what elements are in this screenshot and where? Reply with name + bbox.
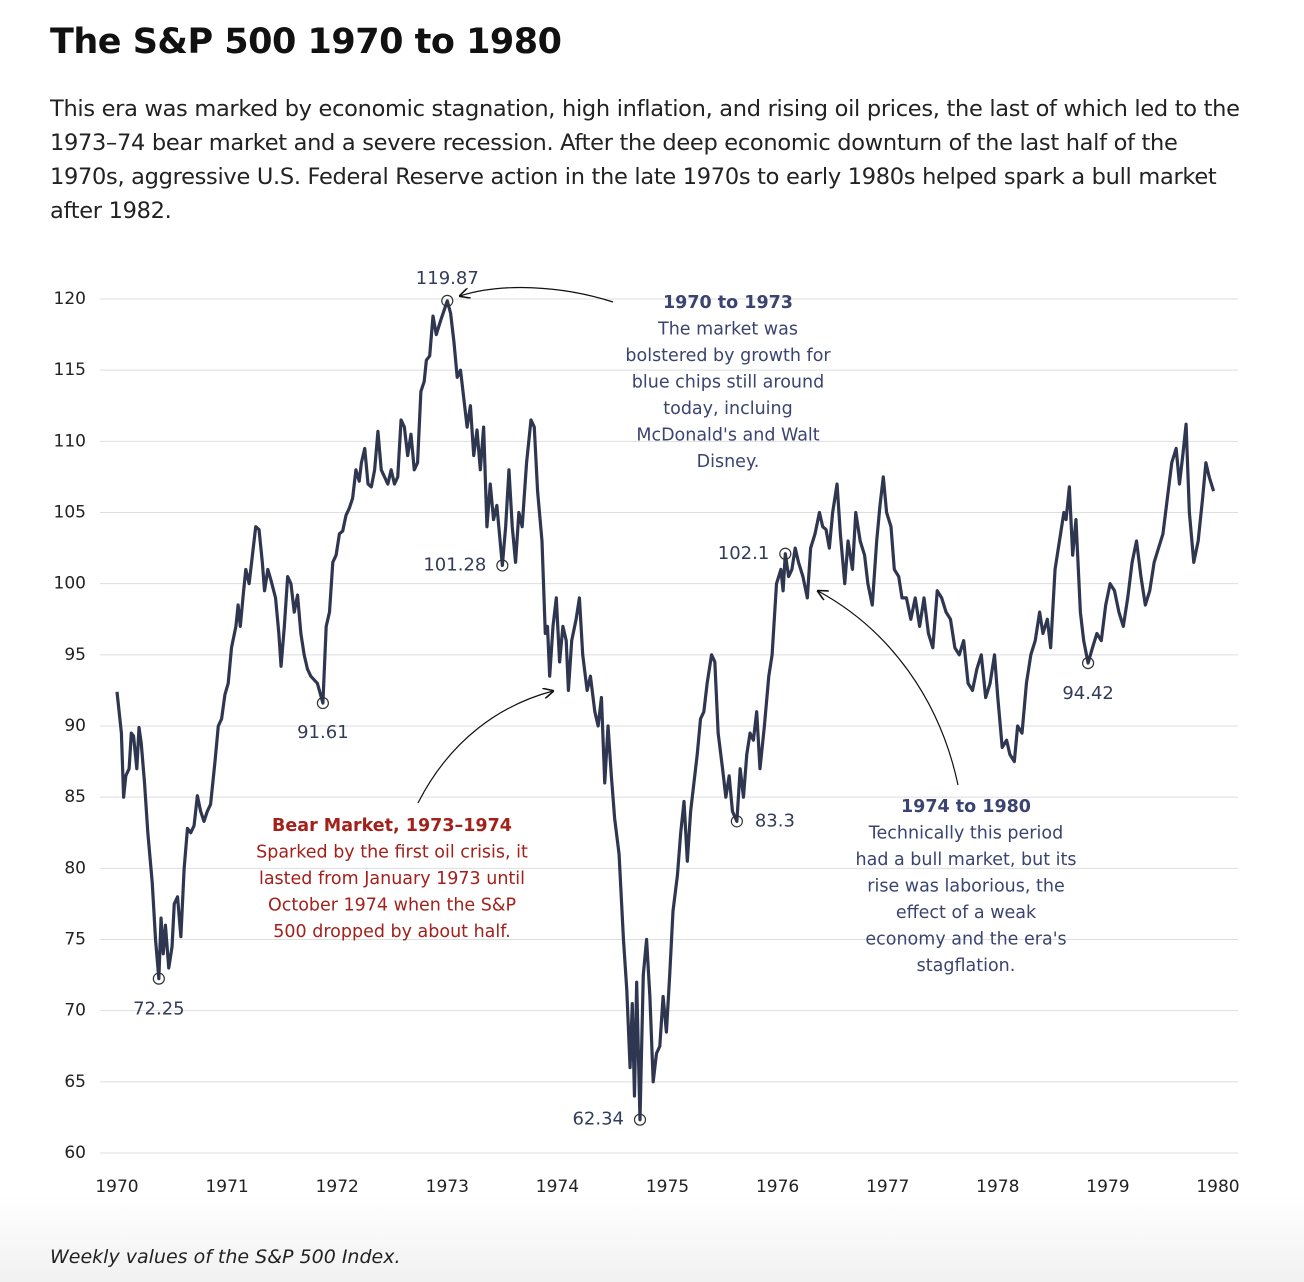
- chart-title: The S&P 500 1970 to 1980: [50, 22, 562, 62]
- x-tick-label: 1974: [536, 1177, 579, 1195]
- y-tick-label: 85: [64, 787, 86, 807]
- annotation-text: The market was: [657, 320, 798, 340]
- point-marker: [496, 559, 509, 572]
- point-marker: [152, 972, 165, 985]
- annotation-title: 1970 to 1973: [663, 293, 793, 313]
- point-marker: [441, 294, 454, 307]
- chart: 60 65 70 75 80 85 90 95 100 105 110 115 120 1970 1971 1…: [54, 268, 1240, 1195]
- y-tick-label: 80: [64, 858, 86, 878]
- annotation-text: Technically this period: [868, 824, 1063, 844]
- y-tick-label: 70: [64, 1001, 86, 1021]
- annotation-text: stagflation.: [917, 956, 1016, 976]
- x-tick-label: 1978: [976, 1177, 1019, 1195]
- x-tick-label: 1975: [646, 1177, 689, 1195]
- annotation-title: Bear Market, 1973–1974: [272, 816, 512, 836]
- x-tick-label: 1977: [866, 1177, 909, 1195]
- point-marker: [633, 1113, 647, 1126]
- annotation-arrow: [460, 286, 614, 303]
- y-tick-label: 60: [64, 1143, 86, 1163]
- annotation-text: bolstered by growth for: [625, 346, 831, 366]
- annotation-title: 1974 to 1980: [901, 797, 1031, 817]
- annotation-arrow: [818, 591, 959, 786]
- y-tick-label: 95: [64, 645, 86, 665]
- footnote: Weekly values of the S&P 500 Index.: [50, 1246, 401, 1268]
- price-line: [115, 299, 1216, 1122]
- point-marker: [316, 696, 329, 710]
- x-tick-label: 1979: [1086, 1177, 1129, 1195]
- annotation-text: economy and the era's: [865, 930, 1066, 950]
- annotation-text: October 1974 when the S&P: [268, 896, 516, 916]
- point-marker: [730, 815, 743, 828]
- annotation-text: Sparked by the first oil crisis, it: [256, 843, 528, 863]
- y-tick-label: 120: [54, 289, 86, 309]
- footer-background: [0, 1195, 1304, 1282]
- y-tick-label: 75: [64, 930, 86, 950]
- y-tick-label: 115: [54, 360, 86, 380]
- y-tick-label: 105: [54, 503, 86, 523]
- chart-subtitle: This era was marked by economic stagnati…: [50, 96, 1240, 224]
- annotation-text: McDonald's and Walt: [636, 426, 819, 446]
- annotation-text: 500 dropped by about half.: [273, 922, 510, 942]
- y-tick-label: 90: [64, 716, 86, 736]
- annotation-text: effect of a weak: [896, 903, 1037, 923]
- annotation-text: rise was laborious, the: [867, 877, 1064, 897]
- point-marker: [1081, 656, 1095, 670]
- point-label: 72.25: [133, 999, 185, 1020]
- y-tick-label: 100: [54, 574, 86, 594]
- y-tick-label: 65: [64, 1072, 86, 1092]
- x-tick-label: 1976: [756, 1177, 799, 1195]
- x-tick-label: 1971: [205, 1177, 248, 1195]
- point-marker: [779, 547, 792, 560]
- x-tick-label: 1973: [426, 1177, 469, 1195]
- annotation-text: today, incluing: [663, 399, 792, 419]
- point-label: 101.28: [423, 554, 486, 575]
- point-label: 91.61: [297, 722, 349, 743]
- x-tick-label: 1972: [316, 1177, 359, 1195]
- annotation-arrow: [417, 691, 553, 804]
- point-label: 94.42: [1062, 683, 1114, 704]
- point-label: 62.34: [572, 1109, 624, 1130]
- y-tick-label: 110: [54, 431, 86, 451]
- x-tick-label: 1970: [95, 1177, 138, 1195]
- annotation-text: blue chips still around: [632, 373, 824, 393]
- point-label: 102.1: [718, 543, 770, 564]
- annotation-text: had a bull market, but its: [856, 850, 1077, 870]
- annotation-text: Disney.: [697, 452, 760, 472]
- point-label: 119.87: [416, 268, 479, 289]
- point-label: 83.3: [755, 810, 795, 831]
- annotation-text: lasted from January 1973 until: [259, 869, 525, 889]
- x-tick-label: 1980: [1196, 1177, 1239, 1195]
